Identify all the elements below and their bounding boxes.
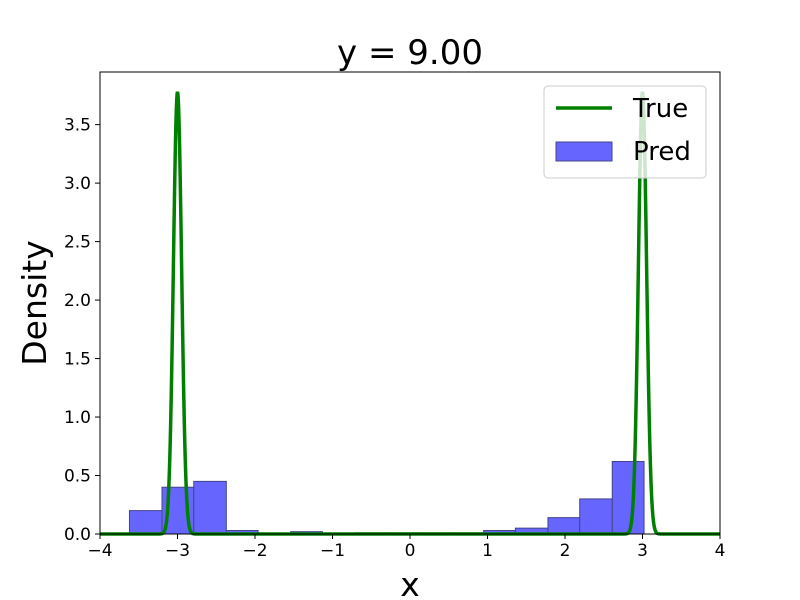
x-tick-label-3: −1: [320, 541, 345, 561]
x-tick-label-5: 1: [482, 541, 493, 561]
x-axis-label: x: [400, 565, 420, 600]
y-axis-label: Density: [15, 240, 54, 365]
y-axis-ticks: 0.0 0.5 1.0 1.5 2.0 2.5 3.0 3.5: [64, 116, 100, 545]
y-tick-label-4: 2.0: [64, 291, 91, 311]
y-tick-label-3: 1.5: [64, 350, 91, 370]
y-tick-label-2: 1.0: [64, 408, 91, 428]
x-tick-label-1: −3: [165, 541, 190, 561]
pred-bar-2: [193, 480, 227, 535]
legend: True Pred: [543, 85, 707, 179]
x-tick-label-8: 4: [715, 541, 726, 561]
y-tick-label-7: 3.5: [64, 116, 91, 136]
pred-histogram: [128, 460, 645, 535]
x-tick-label-7: 3: [637, 541, 648, 561]
y-tick-label-0: 0.0: [64, 525, 91, 545]
pred-bar-13: [547, 517, 581, 535]
y-tick-label-1: 0.5: [64, 467, 91, 487]
x-tick-label-2: −2: [242, 541, 267, 561]
y-tick-label-6: 3.0: [64, 174, 91, 194]
pred-bar-0: [128, 510, 163, 535]
x-tick-label-0: −4: [87, 541, 112, 561]
x-tick-label-6: 2: [560, 541, 571, 561]
x-axis-ticks: −4 −3 −2 −1 0 1 2 3 4: [87, 534, 725, 561]
y-tick-label-5: 2.5: [64, 233, 91, 253]
legend-pred-label: Pred: [633, 137, 691, 167]
pred-bar-15: [611, 460, 645, 535]
legend-pred-swatch: [555, 141, 613, 162]
legend-true-label: True: [632, 94, 688, 124]
pred-bar-14: [579, 498, 613, 535]
x-tick-label-4: 0: [405, 541, 416, 561]
chart-title: y = 9.00: [337, 33, 483, 73]
